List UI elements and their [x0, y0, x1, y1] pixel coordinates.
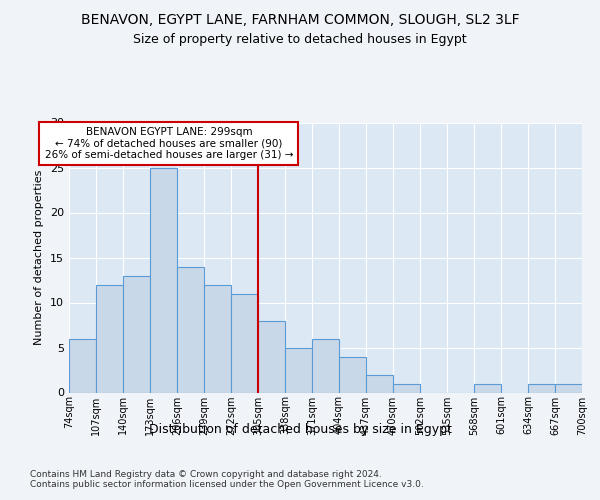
Bar: [528, 384, 555, 392]
Bar: [123, 276, 150, 392]
Bar: [393, 384, 420, 392]
Text: BENAVON EGYPT LANE: 299sqm
← 74% of detached houses are smaller (90)
26% of semi: BENAVON EGYPT LANE: 299sqm ← 74% of deta…: [44, 127, 293, 160]
Bar: [150, 168, 177, 392]
Bar: [204, 284, 231, 393]
Bar: [555, 384, 582, 392]
Bar: [96, 284, 123, 393]
Bar: [177, 266, 204, 392]
Bar: [339, 356, 366, 392]
Bar: [312, 338, 339, 392]
Bar: [285, 348, 312, 393]
Bar: [231, 294, 258, 392]
Text: BENAVON, EGYPT LANE, FARNHAM COMMON, SLOUGH, SL2 3LF: BENAVON, EGYPT LANE, FARNHAM COMMON, SLO…: [80, 12, 520, 26]
Text: Size of property relative to detached houses in Egypt: Size of property relative to detached ho…: [133, 32, 467, 46]
Bar: [258, 320, 285, 392]
Text: Distribution of detached houses by size in Egypt: Distribution of detached houses by size …: [149, 422, 451, 436]
Bar: [366, 374, 393, 392]
Bar: [474, 384, 501, 392]
Text: Contains HM Land Registry data © Crown copyright and database right 2024.
Contai: Contains HM Land Registry data © Crown c…: [30, 470, 424, 490]
Bar: [69, 338, 96, 392]
Y-axis label: Number of detached properties: Number of detached properties: [34, 170, 44, 345]
